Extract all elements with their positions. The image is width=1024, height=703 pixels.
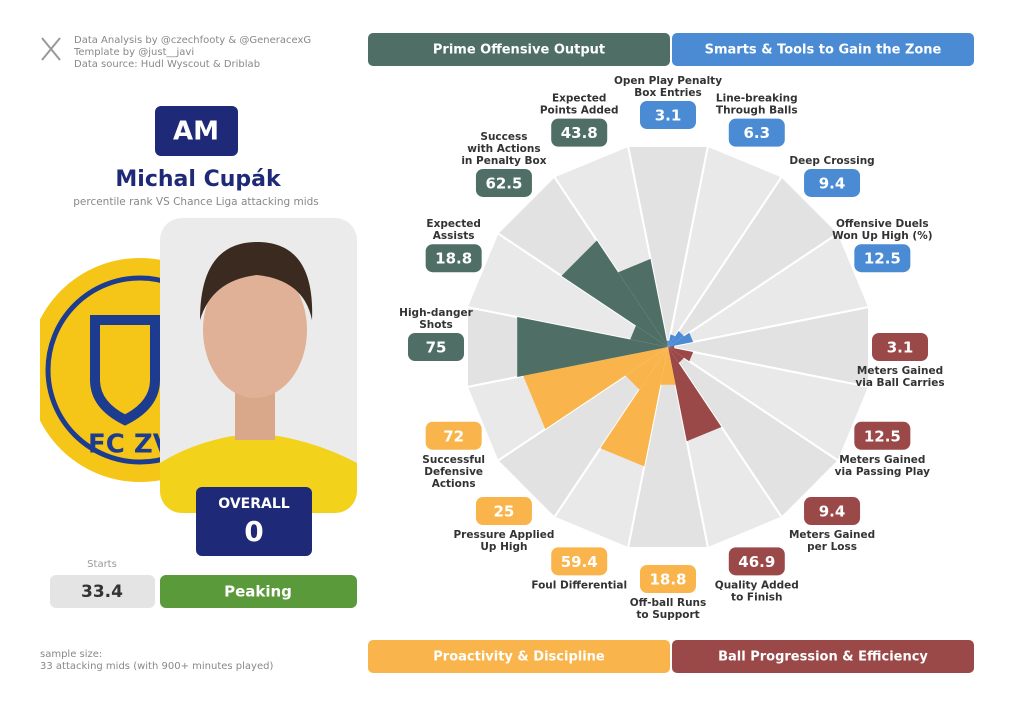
value-box [475, 168, 532, 197]
category-label: Open Play Penalty Box Entries [614, 75, 722, 99]
subtitle: percentile rank VS Chance Liga attacking… [73, 196, 319, 208]
club-logo: FC ZV [40, 258, 180, 482]
value-box [475, 497, 532, 526]
slice [668, 347, 685, 364]
overall-label: OVERALL [218, 496, 289, 512]
slice [668, 347, 722, 442]
category-label: Success with Actions in Penalty Box [461, 131, 546, 167]
category-label: Deep Crossing [789, 155, 874, 167]
legend-banner [368, 33, 670, 66]
value-box [551, 547, 608, 576]
logo-text: FC ZV [88, 430, 173, 460]
value-label: 18.8 [649, 571, 686, 589]
value-box [408, 333, 464, 361]
value-label: 12.5 [864, 427, 901, 445]
category-label: Offensive Duels Won Up High (%) [832, 218, 932, 242]
slice [618, 258, 668, 347]
position: AM [173, 117, 219, 147]
status: Peaking [224, 583, 292, 601]
category-label: Expected Assists [426, 218, 480, 242]
slice [668, 330, 685, 347]
value-label: 9.4 [819, 503, 846, 521]
value-box [425, 244, 482, 273]
value-label: 59.4 [561, 553, 598, 571]
legend-label: Smarts & Tools to Gain the Zone [705, 43, 942, 58]
value-label: 3.1 [887, 339, 914, 357]
category-label: Foul Differential [531, 579, 627, 591]
slice [666, 340, 670, 347]
value-box [551, 118, 608, 147]
footer-line: sample size: [40, 649, 102, 660]
x-logo [41, 37, 61, 61]
category-label: Off-ball Runs to Support [630, 597, 707, 621]
slice [668, 347, 694, 362]
position-badge [155, 106, 238, 156]
category-label: Meters Gained via Ball Carries [855, 365, 944, 389]
value-box [854, 421, 911, 450]
slice [517, 317, 668, 377]
slice [668, 334, 676, 347]
value-label: 6.3 [743, 124, 770, 142]
value-box [728, 547, 785, 576]
slice [523, 347, 668, 430]
status-box [160, 575, 357, 608]
credits: Data Analysis by @czechfooty & @Generace… [73, 35, 311, 70]
value-box [728, 118, 785, 147]
slice [625, 347, 668, 390]
category-label: Quality Added to Finish [715, 579, 799, 603]
legend-label: Proactivity & Discipline [433, 650, 605, 665]
value-box [640, 101, 696, 129]
category-label: Successful Defensive Actions [422, 454, 485, 490]
value-label: 18.8 [435, 250, 472, 268]
category-label: Pressure Applied Up High [453, 529, 554, 553]
legend-banner [672, 640, 974, 673]
legend-label: Prime Offensive Output [433, 43, 605, 58]
legend-label: Ball Progression & Efficiency [718, 650, 928, 665]
category-label: Expected Points Added [540, 93, 619, 117]
value-box [804, 168, 861, 197]
slice [600, 347, 668, 467]
starts-value: 33.4 [81, 582, 123, 602]
legend-banner [368, 640, 670, 673]
slice [660, 347, 676, 385]
value-label: 43.8 [561, 124, 598, 142]
credit-line: Template by @just__javi [73, 47, 194, 58]
value-label: 62.5 [485, 174, 522, 192]
slice [561, 240, 668, 347]
category-label: Line-breaking Through Balls [716, 93, 798, 117]
category-label: Meters Gained per Loss [789, 529, 875, 553]
value-label: 9.4 [819, 174, 846, 192]
starts-box [50, 575, 155, 608]
slice [630, 325, 668, 347]
footer-line: 33 attacking mids (with 900+ minutes pla… [40, 661, 273, 672]
value-box [854, 244, 911, 273]
slice [668, 332, 694, 347]
player-name: Michal Cupák [115, 167, 282, 192]
value-box [872, 333, 928, 361]
value-box [640, 565, 696, 593]
value-label: 25 [494, 503, 515, 521]
value-label: 46.9 [738, 553, 775, 571]
value-label: 12.5 [864, 250, 901, 268]
starts-label: Starts [87, 559, 117, 570]
legend-banner [672, 33, 974, 66]
category-label: High-danger Shots [399, 307, 473, 331]
value-box [425, 421, 482, 450]
value-label: 75 [426, 339, 447, 357]
credit-line: Data source: Hudl Wyscout & Driblab [74, 59, 260, 70]
value-box [804, 497, 861, 526]
value-label: 3.1 [655, 107, 682, 125]
category-label: Meters Gained via Passing Play [835, 454, 930, 478]
overall-value: 0 [244, 515, 263, 548]
value-label: 72 [443, 427, 464, 445]
slice [668, 345, 675, 349]
credit-line: Data Analysis by @czechfooty & @Generace… [74, 35, 311, 46]
overall-box [196, 487, 312, 556]
